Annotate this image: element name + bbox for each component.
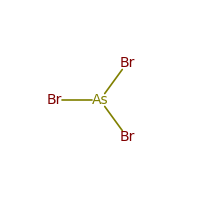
Text: Br: Br xyxy=(119,130,135,144)
Text: Br: Br xyxy=(46,93,62,107)
Text: Br: Br xyxy=(119,56,135,70)
Text: As: As xyxy=(92,93,108,107)
